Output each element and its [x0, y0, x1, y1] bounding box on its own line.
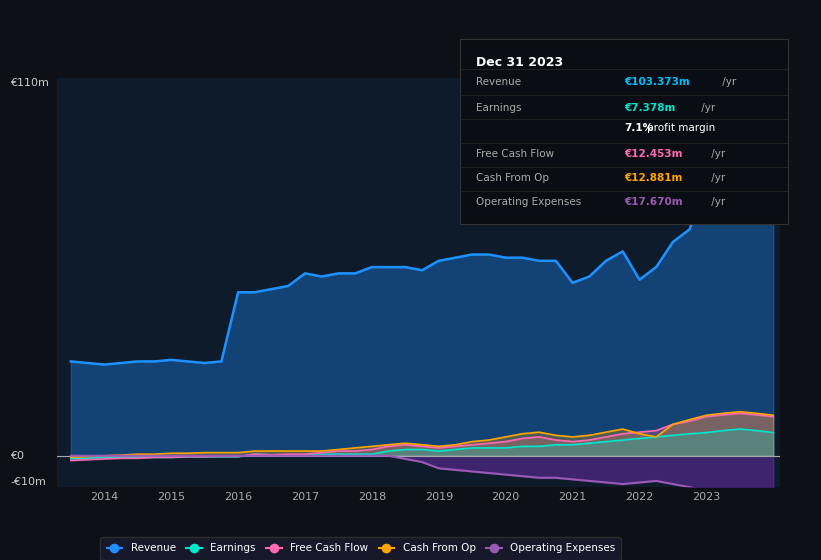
Text: Dec 31 2023: Dec 31 2023 [476, 56, 563, 69]
Text: /yr: /yr [708, 149, 725, 159]
Text: Cash From Op: Cash From Op [476, 173, 549, 183]
Text: €12.453m: €12.453m [624, 149, 682, 159]
Text: profit margin: profit margin [647, 123, 715, 133]
Text: /yr: /yr [718, 77, 736, 87]
Text: Earnings: Earnings [476, 102, 521, 113]
Text: €0: €0 [11, 451, 25, 461]
Text: -€10m: -€10m [11, 477, 46, 487]
Text: Revenue: Revenue [476, 77, 521, 87]
Text: 7.1%: 7.1% [624, 123, 653, 133]
Text: Operating Expenses: Operating Expenses [476, 197, 581, 207]
Text: €17.670m: €17.670m [624, 197, 682, 207]
Text: €103.373m: €103.373m [624, 77, 690, 87]
Text: /yr: /yr [708, 197, 725, 207]
Text: €110m: €110m [11, 78, 49, 88]
Text: €7.378m: €7.378m [624, 102, 676, 113]
Text: /yr: /yr [708, 173, 725, 183]
Legend: Revenue, Earnings, Free Cash Flow, Cash From Op, Operating Expenses: Revenue, Earnings, Free Cash Flow, Cash … [100, 537, 621, 559]
Text: /yr: /yr [698, 102, 715, 113]
Text: €12.881m: €12.881m [624, 173, 682, 183]
Text: Free Cash Flow: Free Cash Flow [476, 149, 554, 159]
